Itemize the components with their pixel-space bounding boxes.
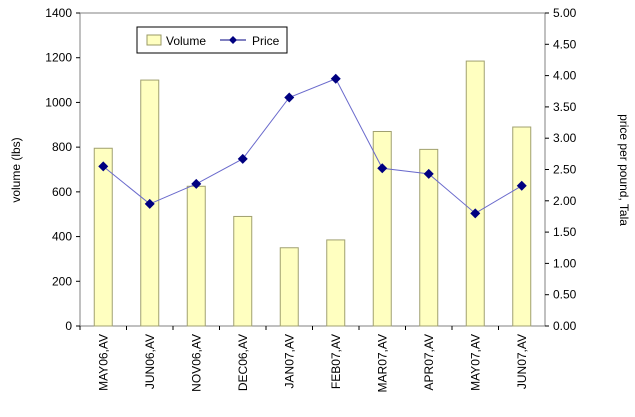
bar-volume <box>233 215 253 327</box>
y2-tick-label: 1.50 <box>553 225 577 239</box>
y2-tick-label: 3.00 <box>553 131 577 145</box>
y-axis-title: volume (lbs) <box>9 137 23 202</box>
y-tick-label: 0 <box>65 319 72 333</box>
y2-axis-title: price per pound, Tala <box>617 114 631 226</box>
y-tick-label: 800 <box>52 140 72 154</box>
y2-tick-label: 4.00 <box>553 69 577 83</box>
legend-box <box>136 26 288 54</box>
point-price <box>470 208 481 219</box>
y-tick-label: 200 <box>52 274 72 288</box>
y-tick-label: 1400 <box>45 6 72 20</box>
legend-price-marker <box>229 36 237 44</box>
line-price <box>102 78 523 214</box>
legend: Volume Price <box>136 26 288 54</box>
y2-tick-label: 2.50 <box>553 163 577 177</box>
x-tick-label: MAR07,AV <box>375 334 389 392</box>
plot-area: 0 200 400 600 800 1000 1200 1400 0.00 0.50 1.00 1.5… <box>45 6 576 392</box>
y-tick-label: 1200 <box>45 51 72 65</box>
x-tick-label: DEC06,AV <box>236 334 250 391</box>
point-price <box>144 198 155 209</box>
x-tick-label: MAY06,AV <box>96 334 110 391</box>
y2-tick-label: 5.00 <box>553 6 577 20</box>
x-tick-label: FEB07,AV <box>329 334 343 389</box>
bar-volume <box>279 247 299 327</box>
y-tick-label: 400 <box>52 230 72 244</box>
y-tick-label: 1000 <box>45 95 72 109</box>
x-tick-label: JAN07,AV <box>282 334 296 388</box>
y2-tick-label: 1.00 <box>553 256 577 270</box>
bar-volume <box>512 126 532 327</box>
y2-tick-label: 0.50 <box>553 288 577 302</box>
bar-volume <box>326 239 346 327</box>
point-price <box>284 92 295 103</box>
bar-volume <box>93 147 113 327</box>
legend-volume-swatch <box>146 34 162 46</box>
point-price <box>98 161 109 172</box>
y2-tick-label: 2.00 <box>553 194 577 208</box>
x-tick-label: JUN06,AV <box>143 334 157 389</box>
y2-tick-label: 4.50 <box>553 37 577 51</box>
y-tick-label: 600 <box>52 185 72 199</box>
x-tick-label: APR07,AV <box>422 334 436 390</box>
x-tick-label: NOV06,AV <box>189 334 203 392</box>
point-price <box>237 153 248 164</box>
point-price <box>330 73 341 84</box>
point-price <box>516 180 527 191</box>
y2-tick-label: 3.50 <box>553 100 577 114</box>
bar-volume <box>186 185 206 327</box>
bar-volume <box>372 130 392 327</box>
x-tick-label: MAY07,AV <box>468 334 482 391</box>
point-price <box>377 163 388 174</box>
legend-volume-label: Volume <box>166 34 206 48</box>
y2-tick-label: 0.00 <box>553 319 577 333</box>
point-price <box>191 178 202 189</box>
point-price <box>423 168 434 179</box>
x-tick-label: JUN07,AV <box>515 334 529 389</box>
legend-price-label: Price <box>252 34 280 48</box>
bar-volume <box>419 148 439 327</box>
bar-volume <box>465 60 485 327</box>
